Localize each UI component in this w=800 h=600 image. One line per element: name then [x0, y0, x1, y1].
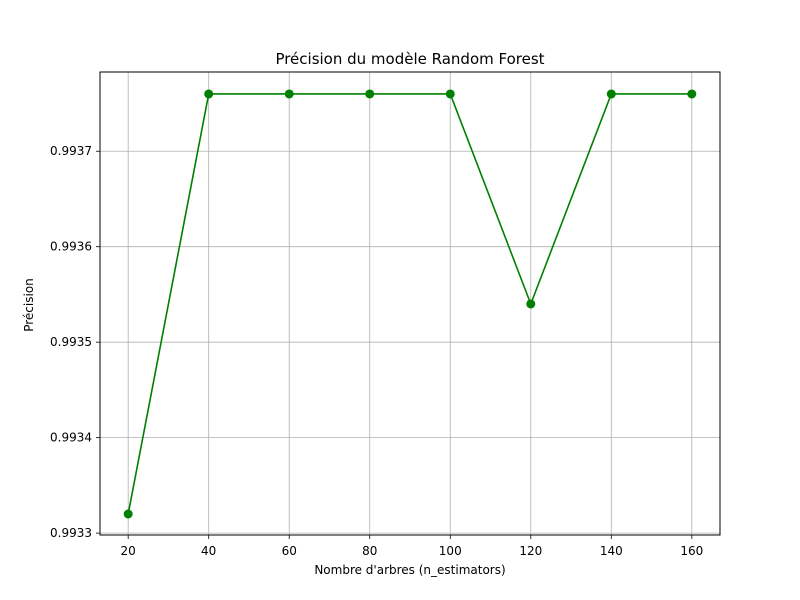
y-tick-label: 0.9937 [50, 144, 92, 158]
series-line [127, 93, 692, 515]
data-point [445, 89, 455, 99]
y-tick-label: 0.9934 [50, 431, 92, 445]
data-point [526, 299, 536, 309]
plot-area-frame [99, 71, 721, 536]
data-point [606, 89, 616, 99]
x-tick-label: 140 [600, 544, 623, 558]
data-point [204, 89, 214, 99]
data-point [365, 89, 375, 99]
x-tick-label: 120 [519, 544, 542, 558]
x-tick-label: 60 [282, 544, 297, 558]
y-tick-label: 0.9935 [50, 335, 92, 349]
data-point [687, 89, 697, 99]
series-layer [123, 89, 697, 519]
x-tick-label: 160 [680, 544, 703, 558]
data-point [284, 89, 294, 99]
y-tick-label: 0.9936 [50, 240, 92, 254]
x-tick-label: 20 [121, 544, 136, 558]
x-tick-label: 100 [439, 544, 462, 558]
x-axis-label: Nombre d'arbres (n_estimators) [314, 563, 505, 577]
axis-ticks: 20 40 60 80 100 120 140 160 0.9933 0.9934 0.9935 0.… [50, 144, 703, 558]
y-tick-label: 0.9933 [50, 526, 92, 540]
grid [100, 72, 720, 535]
data-point [123, 509, 133, 519]
x-tick-label: 80 [362, 544, 377, 558]
x-tick-label: 40 [201, 544, 216, 558]
chart-title: Précision du modèle Random Forest [275, 50, 544, 68]
y-axis-label: Précision [22, 278, 36, 332]
